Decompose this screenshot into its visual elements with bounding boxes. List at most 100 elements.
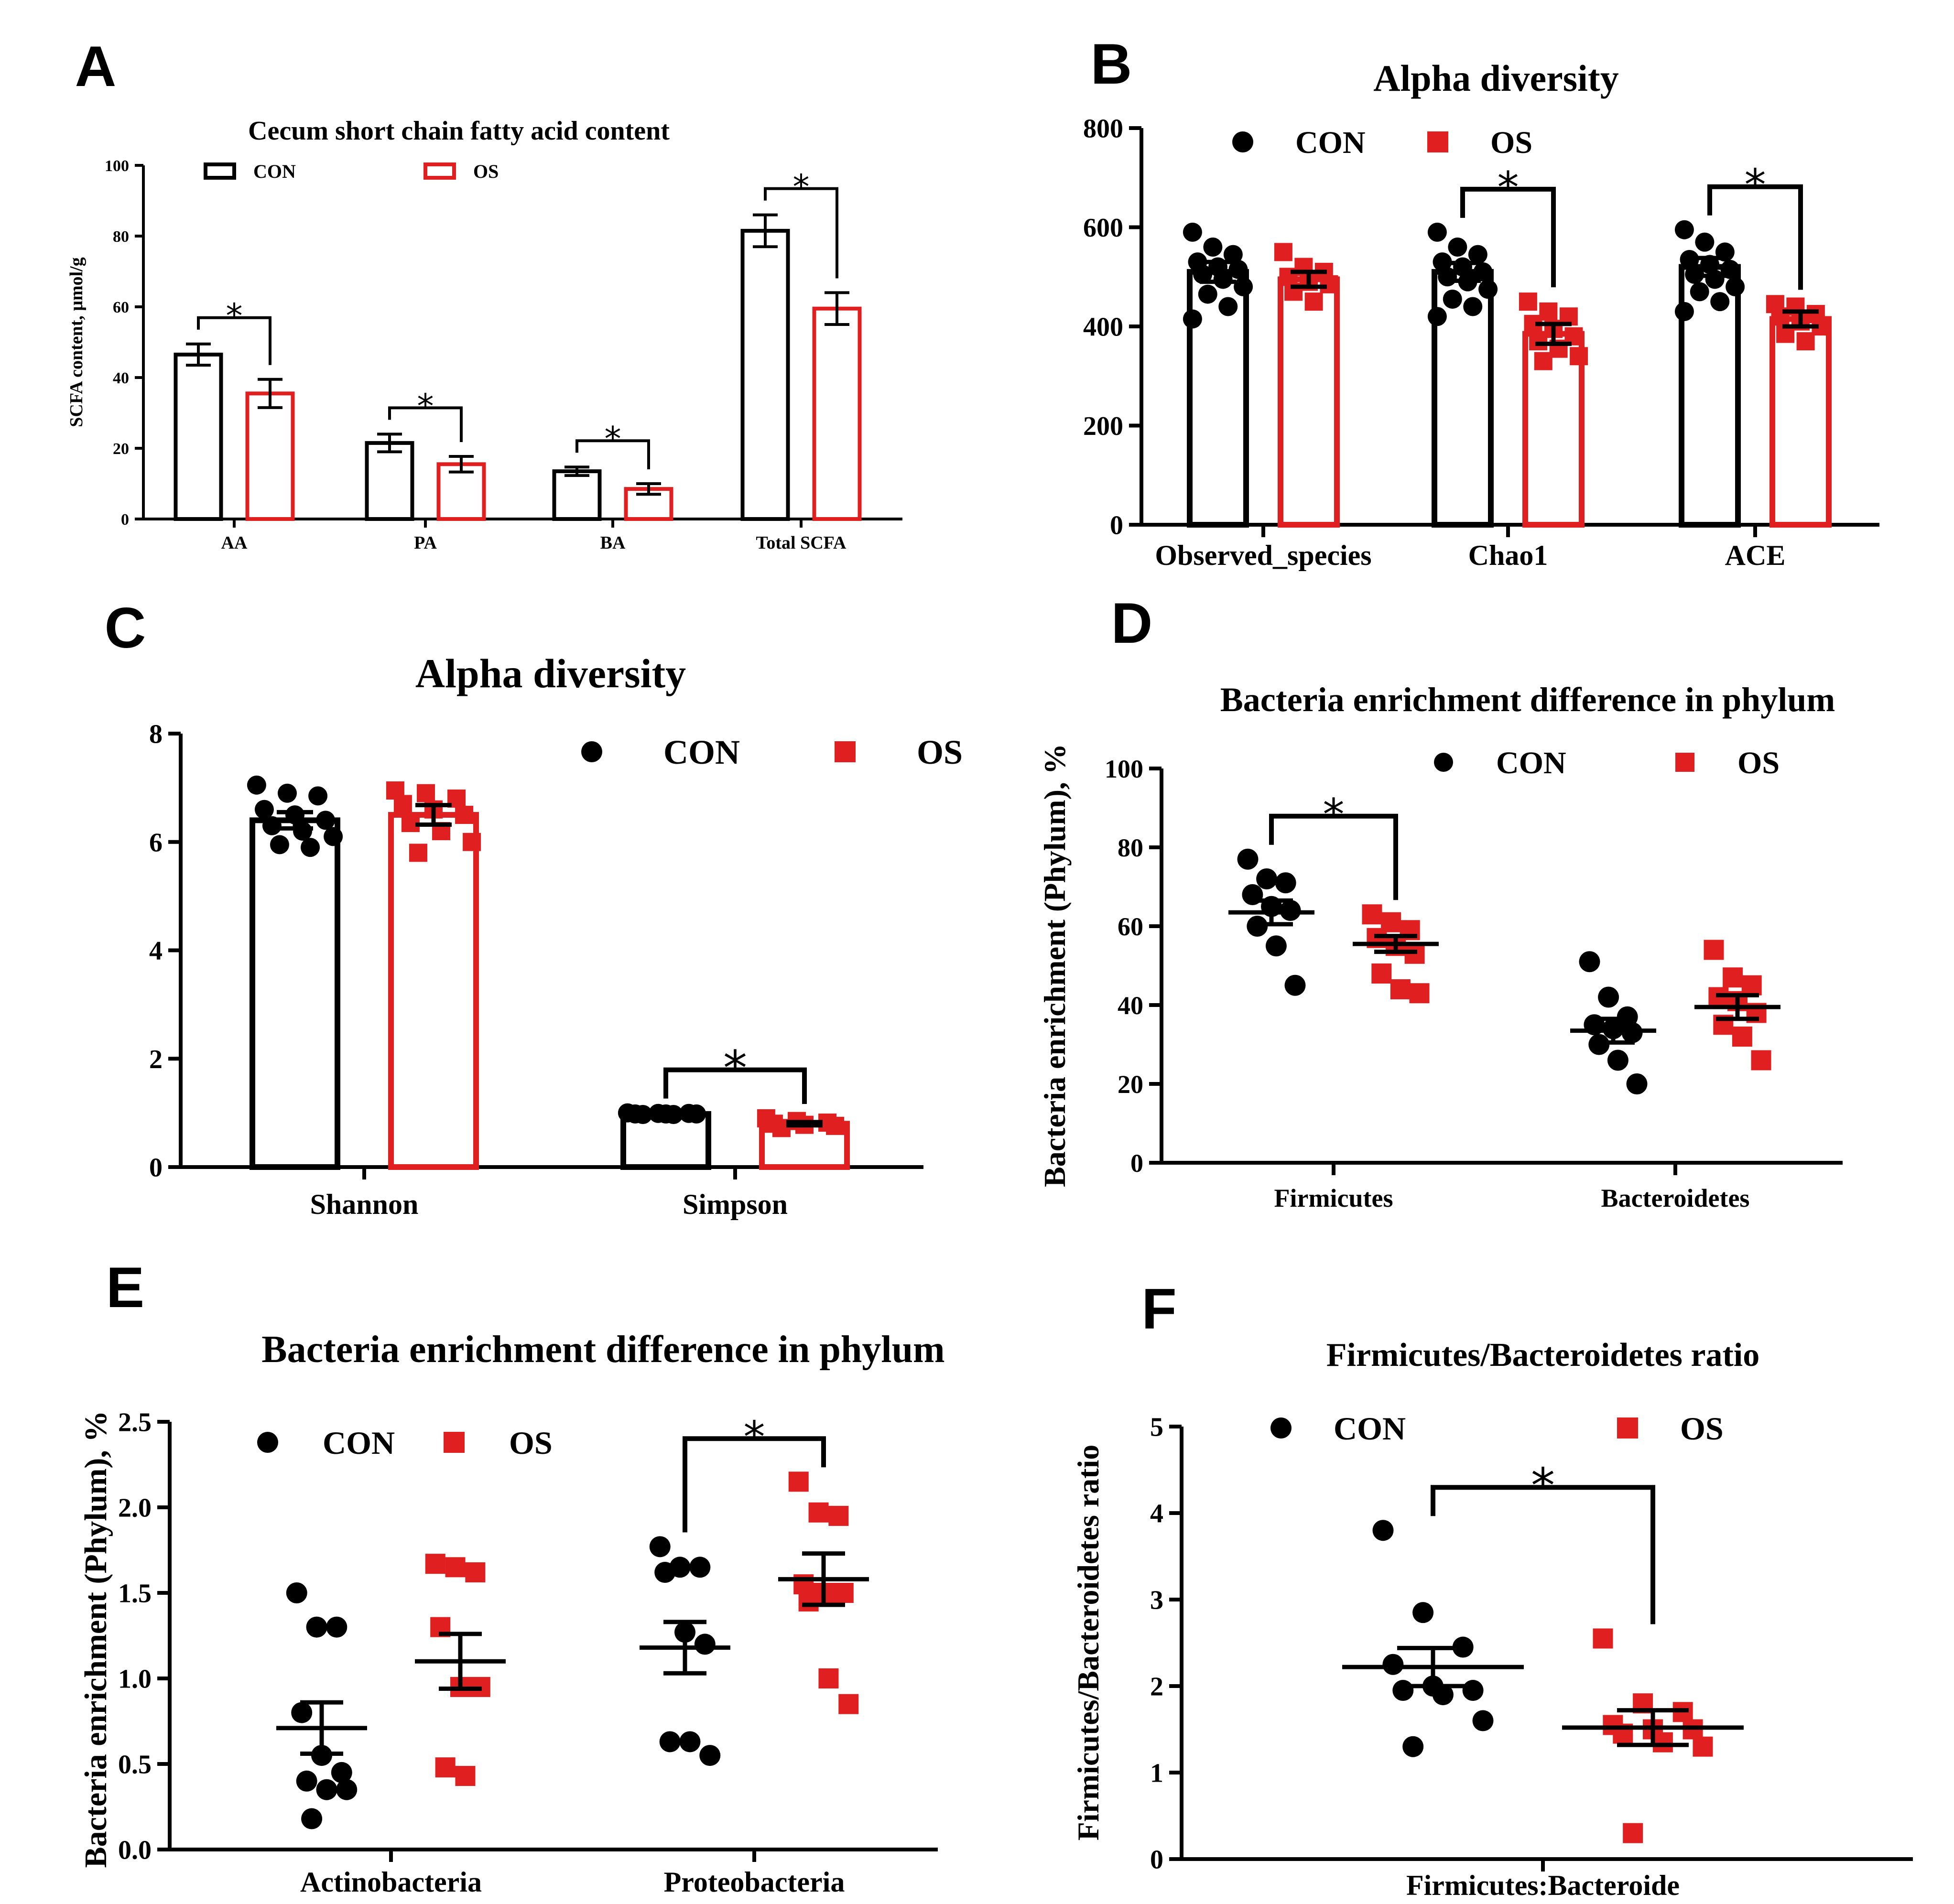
data-point	[416, 784, 435, 802]
y-tick-label: 0.0	[118, 1836, 152, 1865]
legend-label: CON	[1496, 746, 1566, 780]
legend-label: CON	[253, 161, 296, 182]
data-point	[1382, 1654, 1404, 1675]
significance-star: *	[793, 167, 810, 206]
data-point	[1237, 848, 1259, 870]
panel-letter: F	[1141, 1277, 1176, 1341]
significance-bracket	[683, 1436, 826, 1533]
legend-label: CON	[323, 1425, 395, 1461]
legend-label: CON	[663, 733, 740, 771]
legend-marker	[581, 741, 602, 762]
data-point	[254, 800, 274, 819]
data-point	[1203, 238, 1223, 257]
data-point	[1284, 974, 1306, 996]
bar	[1187, 269, 1249, 528]
panel-letter: E	[106, 1255, 144, 1320]
data-point	[1674, 220, 1694, 239]
data-point	[277, 783, 297, 803]
panel-A: A Cecum short chain fatty acid content 0 20…	[66, 34, 902, 553]
data-point	[1234, 277, 1253, 296]
data-point	[291, 1702, 313, 1723]
significance-star: *	[226, 296, 243, 335]
data-point	[1193, 265, 1213, 284]
y-tick-label: 4	[1150, 1499, 1163, 1529]
y-tick-label: 0	[1130, 1149, 1143, 1178]
data-point	[1695, 232, 1715, 252]
data-point	[689, 1557, 711, 1578]
data-point	[1534, 352, 1552, 370]
y-tick-label: 2.5	[118, 1408, 152, 1438]
data-point	[1432, 1684, 1454, 1706]
panel-letter: C	[105, 596, 146, 660]
x-tick-label: Proteobacteria	[664, 1866, 845, 1898]
data-point	[659, 1731, 681, 1753]
y-tick-label: 3	[1150, 1586, 1163, 1615]
bar	[174, 352, 223, 521]
y-tick-label: 0	[1110, 511, 1123, 541]
significance-star: *	[1498, 162, 1519, 213]
data-point	[828, 1505, 849, 1526]
significance-bracket	[575, 439, 650, 469]
legend-label: OS	[473, 161, 499, 182]
chart-title: Alpha diversity	[1373, 57, 1619, 99]
significance-star: *	[605, 420, 621, 459]
data-point	[1275, 872, 1296, 894]
x-tick-label: Bacteroidetes	[1601, 1184, 1750, 1212]
legend-marker	[444, 1432, 465, 1453]
x-tick-label: Chao1	[1468, 540, 1548, 571]
data-point	[1198, 284, 1217, 304]
data-point	[1579, 951, 1600, 973]
x-tick-label: BA	[600, 533, 626, 553]
data-point	[316, 1779, 337, 1800]
data-point	[1704, 940, 1724, 960]
legend-marker	[835, 741, 856, 762]
data-point	[1433, 252, 1452, 272]
data-point	[393, 795, 412, 813]
legend-marker	[1270, 1417, 1292, 1439]
x-tick-label: Total SCFA	[756, 533, 847, 553]
data-point	[306, 1616, 327, 1638]
x-tick-label: Simpson	[683, 1189, 788, 1220]
data-point	[1478, 280, 1498, 299]
data-point	[818, 1668, 839, 1688]
data-point	[1183, 222, 1202, 242]
y-tick-label: 40	[113, 369, 129, 387]
legend-label: CON	[1295, 125, 1366, 160]
y-tick-label: 100	[105, 157, 129, 175]
data-point	[435, 1757, 456, 1778]
data-point	[826, 1116, 845, 1135]
legend-label: OS	[1737, 746, 1780, 780]
y-tick-label: 0	[149, 1153, 163, 1183]
data-point	[694, 1634, 716, 1655]
significance-star: *	[417, 387, 434, 426]
panel-F: F Firmicutes/Bacteroidetes ratio 0 1 2 3 4 5 Fir…	[1071, 1277, 1913, 1901]
significance-star: *	[1531, 1458, 1555, 1514]
data-point	[679, 1731, 701, 1753]
legend-label: OS	[917, 733, 963, 771]
y-tick-label: 100	[1105, 755, 1143, 783]
chart-title: Cecum short chain fatty acid content	[248, 116, 670, 146]
data-point	[324, 827, 343, 846]
y-tick-label: 80	[113, 228, 129, 246]
y-tick-label: 800	[1083, 114, 1123, 144]
y-tick-label: 80	[1118, 833, 1143, 862]
data-point	[1462, 1680, 1484, 1701]
x-tick-label: Firmicutes	[1274, 1184, 1393, 1212]
data-point	[1626, 1073, 1648, 1094]
data-point	[262, 816, 282, 835]
bar	[1769, 316, 1832, 528]
y-tick-label: 2	[149, 1045, 163, 1074]
data-point	[1680, 249, 1699, 269]
data-point	[1463, 297, 1483, 316]
data-point	[808, 1502, 829, 1523]
data-point	[1448, 238, 1467, 257]
data-point	[1371, 963, 1392, 984]
data-point	[1472, 1710, 1494, 1731]
y-tick-label: 1.5	[118, 1579, 152, 1609]
data-point	[1674, 302, 1694, 321]
data-point	[1710, 292, 1730, 312]
y-tick-label: 5	[1150, 1413, 1163, 1442]
data-point	[286, 1582, 307, 1603]
data-point	[649, 1536, 671, 1558]
significance-bracket	[663, 1067, 807, 1104]
